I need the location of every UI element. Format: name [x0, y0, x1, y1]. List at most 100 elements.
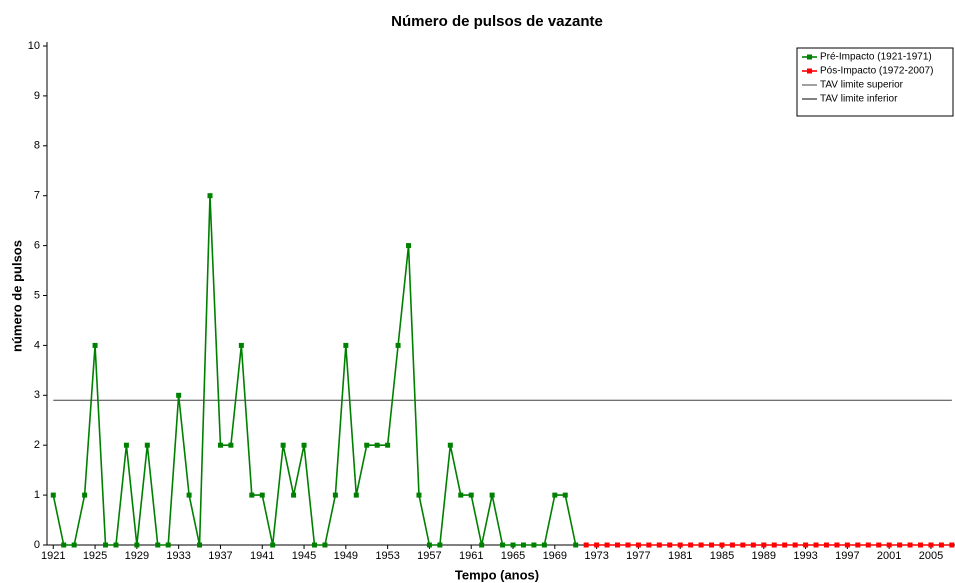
point: [332, 492, 338, 498]
legend: Pré-Impacto (1921-1971) Pós-Impacto (1972…: [796, 47, 954, 117]
point: [552, 492, 558, 498]
y-tick-label: 7: [34, 190, 40, 202]
chart-title: Número de pulsos de vazante: [391, 13, 603, 30]
point: [217, 442, 223, 448]
point: [259, 492, 265, 498]
point: [813, 542, 819, 548]
point: [280, 442, 286, 448]
x-tick-label: 1953: [375, 550, 399, 562]
x-tick-label: 1945: [292, 550, 316, 562]
point: [176, 392, 182, 398]
x-tick-label: 1985: [710, 550, 734, 562]
point: [500, 542, 506, 548]
legend-box: [796, 47, 954, 117]
x-tick-label: 1949: [334, 550, 358, 562]
point: [928, 542, 934, 548]
series-line: [52, 195, 577, 546]
point: [541, 542, 547, 548]
point: [165, 542, 171, 548]
point: [61, 542, 67, 548]
point: [594, 542, 600, 548]
point: [353, 492, 359, 498]
point: [792, 542, 798, 548]
point: [573, 542, 579, 548]
point: [520, 542, 526, 548]
x-tick-label: 1993: [793, 550, 817, 562]
point: [907, 542, 913, 548]
point: [364, 442, 370, 448]
point: [604, 542, 610, 548]
x-tick-label: 1941: [250, 550, 274, 562]
y-tick-label: 5: [34, 289, 40, 301]
point: [343, 342, 349, 348]
legend-label: TAV limite superior: [820, 80, 904, 91]
point: [656, 542, 662, 548]
point: [322, 542, 328, 548]
point: [750, 542, 756, 548]
point: [155, 542, 161, 548]
point: [771, 542, 777, 548]
point: [938, 542, 944, 548]
point: [897, 542, 903, 548]
point: [123, 442, 129, 448]
point: [865, 542, 871, 548]
point: [615, 542, 621, 548]
y-axis-label: número de pulsos: [9, 240, 24, 352]
point: [92, 342, 98, 348]
y-tick-label: 4: [34, 339, 40, 351]
point: [374, 442, 380, 448]
point: [646, 542, 652, 548]
x-tick-label: 2005: [919, 550, 943, 562]
point: [949, 542, 955, 548]
point: [709, 542, 715, 548]
y-tick-label: 6: [34, 240, 40, 252]
point: [238, 342, 244, 348]
point: [50, 492, 56, 498]
point: [667, 542, 673, 548]
point: [71, 542, 77, 548]
x-tick-label: 1937: [208, 550, 232, 562]
point: [489, 492, 495, 498]
point: [134, 542, 140, 548]
point: [186, 492, 192, 498]
legend-label: TAV limite inferior: [820, 94, 898, 105]
point: [426, 542, 432, 548]
x-axis-label: Tempo (anos): [455, 567, 539, 582]
point: [468, 492, 474, 498]
y-tick-label: 0: [34, 539, 40, 551]
point: [510, 542, 516, 548]
point: [886, 542, 892, 548]
point: [823, 542, 829, 548]
point: [844, 542, 850, 548]
y-tick-label: 3: [34, 389, 40, 401]
y-tick-label: 1: [34, 489, 40, 501]
x-tick-label: 1997: [835, 550, 859, 562]
point: [719, 542, 725, 548]
point: [82, 492, 88, 498]
x-tick-label: 1961: [459, 550, 483, 562]
point: [562, 492, 568, 498]
point: [834, 542, 840, 548]
x-tick-label: 2001: [877, 550, 901, 562]
x-tick-label: 1921: [41, 550, 65, 562]
point: [677, 542, 683, 548]
point: [740, 542, 746, 548]
point: [228, 442, 234, 448]
point: [782, 542, 788, 548]
point: [416, 492, 422, 498]
point: [437, 542, 443, 548]
point: [249, 492, 255, 498]
legend-marker: [807, 54, 812, 60]
point: [729, 542, 735, 548]
x-tick-label: 1957: [417, 550, 441, 562]
legend-label: Pré-Impacto (1921-1971): [820, 52, 932, 63]
x-tick-label: 1981: [668, 550, 692, 562]
point: [688, 542, 694, 548]
point: [311, 542, 317, 548]
x-tick-label: 1973: [584, 550, 608, 562]
legend-label: Pós-Impacto (1972-2007): [820, 66, 933, 77]
point: [761, 542, 767, 548]
point: [447, 442, 453, 448]
y-tick-label: 9: [34, 90, 40, 102]
point: [583, 542, 589, 548]
